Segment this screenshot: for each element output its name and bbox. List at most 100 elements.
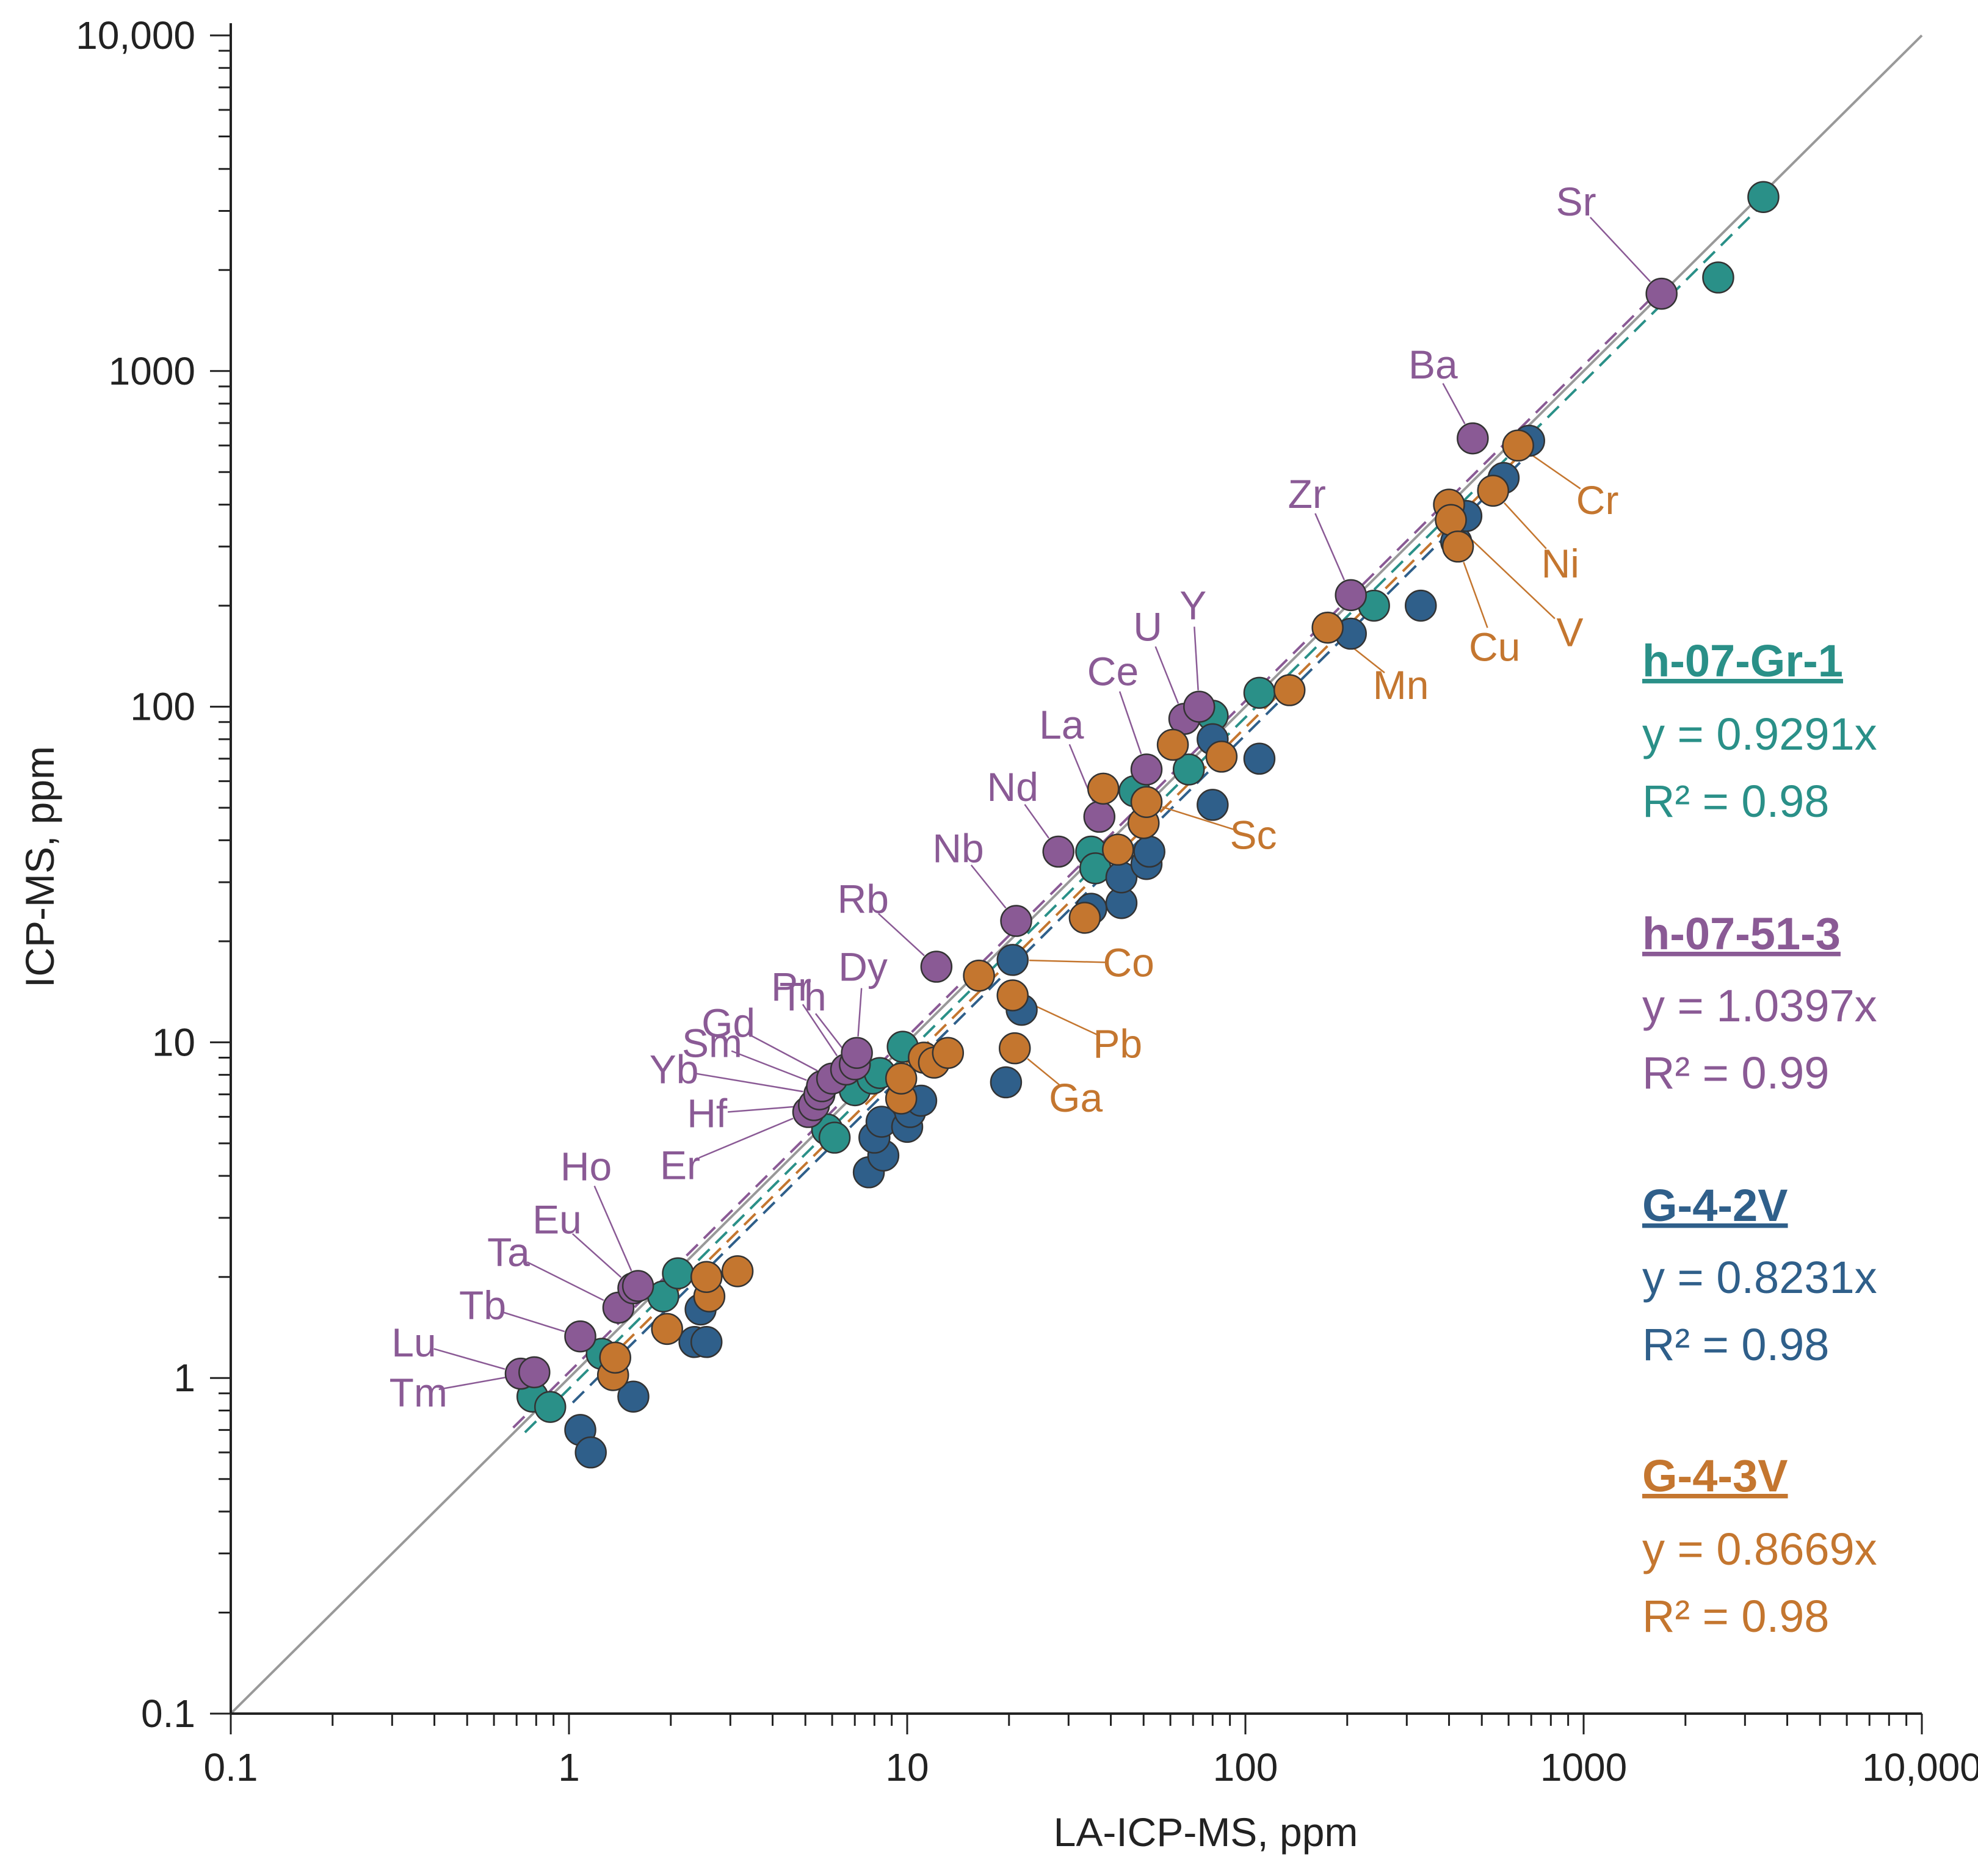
label-leader-line: [1314, 513, 1346, 581]
point-label: Er: [660, 1143, 700, 1188]
data-point: [1197, 789, 1229, 821]
label-leader-line: [878, 913, 925, 957]
label-leader-line: [814, 1013, 846, 1052]
data-point: [574, 1436, 607, 1469]
point-label: Gd: [701, 1001, 755, 1046]
label-leader-line: [593, 1186, 632, 1272]
data-point: [1405, 589, 1437, 622]
x-tick-label: 10: [885, 1745, 929, 1789]
label-leader-line: [1463, 562, 1488, 628]
point-label: Dy: [838, 944, 888, 990]
label-leader-line: [1029, 959, 1108, 963]
label-leader-line: [1442, 383, 1466, 424]
data-point: [1000, 905, 1032, 937]
y-tick-label: 10: [152, 1020, 195, 1064]
data-point: [818, 1121, 851, 1154]
data-point: [998, 1032, 1031, 1065]
label-leader-line: [1162, 806, 1234, 830]
data-point: [1311, 611, 1344, 644]
data-points-layer: [504, 181, 1780, 1469]
label-leader-line: [1531, 454, 1581, 490]
data-point: [617, 1380, 650, 1413]
legend-r2-g-4-3v: R² = 0.98: [1642, 1591, 1829, 1642]
x-axis-title: LA-ICP-MS, ppm: [1054, 1809, 1358, 1855]
x-tick-label: 10,000: [1862, 1745, 1978, 1789]
data-point: [690, 1326, 723, 1358]
data-point: [932, 1037, 965, 1069]
legend-equation-h-07-51-3: y = 1.0397x: [1642, 980, 1877, 1031]
label-leader-line: [857, 988, 863, 1037]
point-label: Nd: [987, 764, 1038, 809]
data-point: [721, 1255, 754, 1287]
legend-r2-g-4-2v: R² = 0.98: [1642, 1319, 1829, 1370]
legend-r2-h-07-51-3: R² = 0.99: [1642, 1048, 1829, 1098]
point-label: Sr: [1556, 179, 1596, 224]
data-point: [1502, 429, 1534, 462]
legend-equation-h-07-gr-1: y = 0.9291x: [1642, 709, 1877, 759]
data-point: [662, 1257, 694, 1290]
data-point: [599, 1341, 631, 1374]
data-point: [1068, 902, 1101, 934]
data-point: [1243, 676, 1276, 709]
x-tick-label: 1: [558, 1745, 580, 1789]
label-leader-line: [433, 1348, 505, 1370]
data-point: [534, 1391, 567, 1423]
point-label: Cu: [1469, 624, 1520, 669]
data-point: [885, 1062, 918, 1095]
data-point: [564, 1320, 596, 1353]
data-point: [1441, 531, 1474, 563]
point-label: La: [1039, 702, 1084, 747]
data-point: [963, 959, 995, 992]
data-point: [1457, 422, 1489, 455]
legend: h-07-Gr-1 y = 0.9291x R² = 0.98 h-07-51-…: [1642, 636, 1877, 1642]
label-leader-line: [1194, 626, 1199, 690]
point-label: Sm: [682, 1020, 742, 1065]
point-label: Ce: [1087, 648, 1139, 694]
y-axis-title: ICP-MS, ppm: [17, 746, 62, 988]
point-label: Yb: [650, 1047, 699, 1092]
data-point: [1130, 753, 1163, 786]
label-leader-line: [1504, 502, 1547, 549]
regression-line: [571, 441, 1541, 1403]
data-point: [1477, 474, 1509, 507]
x-tick-label: 0.1: [204, 1745, 258, 1789]
legend-equation-g-4-3v: y = 0.8669x: [1642, 1524, 1877, 1574]
data-point: [1087, 772, 1120, 805]
data-point: [1042, 835, 1074, 868]
data-point: [1102, 833, 1134, 866]
data-point: [996, 944, 1029, 976]
axes-layer: 0.1 1 10 100 1000 10,000 0.1 1 10 100 1000 10,000: [76, 13, 1978, 1789]
point-label: Tb: [459, 1283, 506, 1328]
point-label: Pb: [1093, 1021, 1142, 1066]
data-point: [1183, 690, 1215, 723]
legend-name-g-4-3v: G-4-3V: [1642, 1450, 1788, 1501]
label-leader-line: [1027, 1058, 1060, 1086]
point-label: Zr: [1288, 471, 1326, 516]
label-leader-line: [1118, 691, 1142, 755]
data-point: [1273, 674, 1306, 706]
data-point: [1205, 741, 1238, 773]
reference-line-layer: [230, 34, 1923, 1715]
point-label: Rb: [838, 877, 889, 922]
y-tick-label: 10,000: [76, 13, 195, 57]
legend-r2-h-07-gr-1: R² = 0.98: [1642, 776, 1829, 827]
point-label: Ho: [560, 1143, 612, 1189]
label-leader-line: [1154, 646, 1179, 704]
point-label: Ni: [1541, 541, 1579, 586]
x-tick-label: 1000: [1540, 1745, 1627, 1789]
point-label: Sc: [1230, 813, 1277, 858]
data-point: [990, 1066, 1023, 1099]
data-point: [1435, 504, 1467, 536]
label-leaders-layer: [433, 217, 1651, 1391]
point-label: Lu: [391, 1320, 436, 1365]
label-leader-line: [1589, 217, 1651, 283]
label-leader-line: [1027, 1001, 1099, 1037]
point-label: Nb: [932, 826, 984, 871]
label-leader-line: [731, 1050, 807, 1081]
data-point: [621, 1270, 654, 1302]
label-leader-line: [1024, 803, 1050, 839]
data-point: [841, 1037, 873, 1069]
point-label: Ta: [487, 1230, 530, 1275]
y-tick-label: 1: [173, 1356, 195, 1400]
legend-name-h-07-gr-1: h-07-Gr-1: [1642, 636, 1843, 686]
